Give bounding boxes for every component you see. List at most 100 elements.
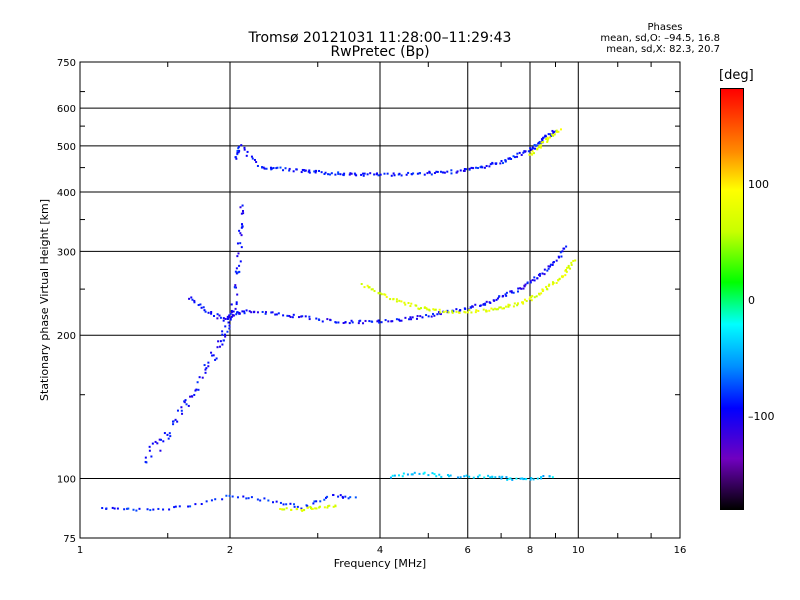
- scatter-point: [261, 166, 264, 169]
- scatter-point: [565, 245, 568, 248]
- scatter-point: [524, 283, 527, 286]
- scatter-point: [428, 170, 431, 173]
- scatter-point: [193, 299, 196, 302]
- scatter-point: [419, 172, 422, 175]
- scatter-point: [148, 449, 151, 452]
- scatter-point: [551, 281, 554, 284]
- scatter-point: [530, 296, 533, 299]
- scatter-point: [418, 472, 421, 475]
- scatter-point: [196, 381, 199, 384]
- scatter-point: [224, 317, 227, 320]
- scatter-point: [552, 134, 555, 137]
- scatter-point: [395, 298, 398, 301]
- scatter-point: [412, 172, 415, 175]
- scatter-point: [513, 302, 516, 305]
- scatter-point: [464, 311, 467, 314]
- scatter-point: [303, 508, 306, 511]
- scatter-point: [447, 475, 450, 478]
- scatter-point: [404, 316, 407, 319]
- x-tick-label: 6: [465, 545, 471, 556]
- scatter-point: [536, 277, 539, 280]
- scatter-point: [471, 305, 474, 308]
- scatter-point: [504, 305, 507, 308]
- scatter-point: [311, 507, 314, 510]
- scatter-point: [449, 474, 452, 477]
- scatter-point: [560, 128, 563, 131]
- scatter-point: [416, 172, 419, 175]
- scatter-point: [507, 157, 510, 160]
- scatter-point: [495, 298, 498, 301]
- scatter-point: [450, 169, 453, 172]
- x-tick-label: 2: [227, 545, 233, 556]
- scatter-point: [234, 156, 237, 159]
- scatter-point: [342, 174, 345, 177]
- scatter-point: [530, 148, 533, 151]
- scatter-point: [315, 500, 318, 503]
- scatter-point: [419, 307, 422, 310]
- scatter-point: [306, 506, 309, 509]
- scatter-point: [231, 314, 234, 317]
- scatter-point: [111, 506, 114, 509]
- scatter-point: [522, 302, 525, 305]
- scatter-point: [191, 298, 194, 301]
- scatter-point: [451, 311, 454, 314]
- x-tick-label: 1: [77, 545, 83, 556]
- scatter-point: [191, 395, 194, 398]
- scatter-point: [364, 319, 367, 322]
- scatter-point: [261, 310, 264, 313]
- scatter-point: [169, 435, 172, 438]
- scatter-point: [398, 172, 401, 175]
- scatter-point: [483, 166, 486, 169]
- scatter-point: [236, 255, 239, 258]
- scatter-point: [474, 303, 477, 306]
- scatter-point: [423, 173, 426, 176]
- scatter-point: [235, 303, 238, 306]
- scatter-point: [397, 474, 400, 477]
- scatter-point: [546, 288, 549, 291]
- scatter-point: [426, 308, 429, 311]
- scatter-point: [113, 507, 116, 510]
- scatter-point: [264, 312, 267, 315]
- scatter-point: [323, 173, 326, 176]
- x-tick-labels: 1 2 4 6 8 10 16: [77, 545, 687, 556]
- scatter-point: [446, 311, 449, 314]
- scatter-point: [222, 339, 225, 342]
- scatter-point: [349, 172, 352, 175]
- scatter-point: [275, 167, 278, 170]
- scatter-point: [337, 172, 340, 175]
- scatter-point: [347, 497, 350, 500]
- scatter-point: [222, 319, 225, 322]
- scatter-point: [442, 311, 445, 314]
- x-axis-label: Frequency [MHz]: [334, 557, 426, 570]
- scatter-point: [236, 242, 239, 245]
- scatter-point: [334, 504, 337, 507]
- scatter-point: [500, 159, 503, 162]
- scatter-point: [430, 173, 433, 176]
- scatter-point: [551, 476, 554, 479]
- scatter-point: [410, 173, 413, 176]
- scatter-point: [521, 477, 524, 480]
- scatter-point: [217, 340, 220, 343]
- scatter-point: [417, 307, 420, 310]
- scatter-point: [319, 500, 322, 503]
- scatter-point: [146, 508, 149, 511]
- scatter-point: [282, 503, 285, 506]
- scatter-point: [296, 505, 299, 508]
- scatter-point: [235, 267, 238, 270]
- scatter-point: [236, 311, 239, 314]
- x-tick-label: 16: [674, 545, 687, 556]
- scatter-point: [387, 320, 390, 323]
- plot-frame: [79, 61, 681, 539]
- scatter-point: [516, 152, 519, 155]
- scatter-point: [203, 364, 206, 367]
- scatter-point: [246, 150, 249, 153]
- scatter-point: [176, 420, 179, 423]
- scatter-point: [451, 310, 454, 313]
- scatter-point: [370, 320, 373, 323]
- scatter-point: [205, 500, 208, 503]
- scatter-point: [193, 301, 196, 304]
- scatter-point: [519, 287, 522, 290]
- scatter-point: [561, 250, 564, 253]
- scatter-point: [452, 310, 455, 313]
- scatter-point: [499, 162, 502, 165]
